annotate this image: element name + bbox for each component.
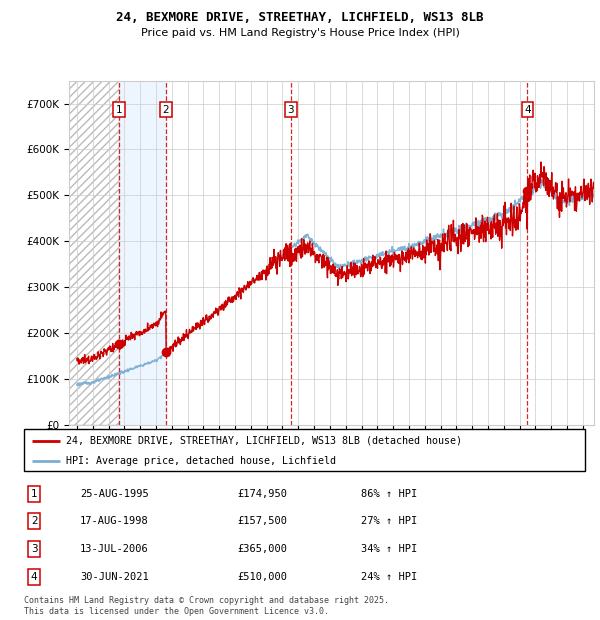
Text: 24, BEXMORE DRIVE, STREETHAY, LICHFIELD, WS13 8LB (detached house): 24, BEXMORE DRIVE, STREETHAY, LICHFIELD,… [66,436,462,446]
Text: 4: 4 [524,105,531,115]
Bar [119,81,166,425]
Text: 3: 3 [31,544,37,554]
Text: 2: 2 [31,516,37,526]
Text: 30-JUN-2021: 30-JUN-2021 [80,572,149,582]
Text: £174,950: £174,950 [237,489,287,499]
Text: 13-JUL-2006: 13-JUL-2006 [80,544,149,554]
Text: 1: 1 [115,105,122,115]
Text: Contains HM Land Registry data © Crown copyright and database right 2025.
This d: Contains HM Land Registry data © Crown c… [24,596,389,616]
Text: £510,000: £510,000 [237,572,287,582]
Text: Price paid vs. HM Land Registry's House Price Index (HPI): Price paid vs. HM Land Registry's House … [140,28,460,38]
Text: 24, BEXMORE DRIVE, STREETHAY, LICHFIELD, WS13 8LB: 24, BEXMORE DRIVE, STREETHAY, LICHFIELD,… [116,11,484,24]
Bar [69,81,119,425]
Text: 3: 3 [287,105,294,115]
Text: 4: 4 [31,572,37,582]
Text: £365,000: £365,000 [237,544,287,554]
Text: 27% ↑ HPI: 27% ↑ HPI [361,516,417,526]
Text: 2: 2 [163,105,169,115]
Text: 25-AUG-1995: 25-AUG-1995 [80,489,149,499]
Text: £157,500: £157,500 [237,516,287,526]
Text: 24% ↑ HPI: 24% ↑ HPI [361,572,417,582]
Text: 17-AUG-1998: 17-AUG-1998 [80,516,149,526]
Text: 86% ↑ HPI: 86% ↑ HPI [361,489,417,499]
FancyBboxPatch shape [24,429,585,471]
Text: HPI: Average price, detached house, Lichfield: HPI: Average price, detached house, Lich… [66,456,336,466]
Text: 1: 1 [31,489,37,499]
Text: 34% ↑ HPI: 34% ↑ HPI [361,544,417,554]
